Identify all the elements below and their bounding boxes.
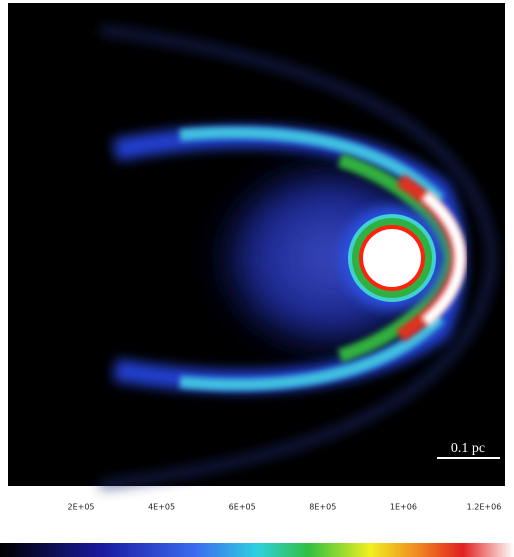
colorbar-tick-label: 1E+06: [390, 503, 417, 512]
simulation-image: 0.1 pc: [8, 3, 505, 486]
colorbar-tick-label: 1.2E+06: [467, 503, 502, 512]
star: [363, 229, 421, 287]
colorbar: [0, 543, 514, 557]
colorbar-tick-label: 2E+05: [67, 503, 94, 512]
figure: 0.1 pc 2E+05 4E+05 6E+05 8E+05 1E+06 1.2E+06: [0, 0, 514, 557]
scale-label: 0.1 pc: [451, 441, 485, 456]
colorbar-ticks: 2E+05 4E+05 6E+05 8E+05 1E+06 1.2E+06: [67, 503, 501, 512]
colorbar-tick-label: 4E+05: [148, 503, 175, 512]
colorbar-tick-label: 8E+05: [309, 503, 336, 512]
colorbar-tick-label: 6E+05: [229, 503, 256, 512]
